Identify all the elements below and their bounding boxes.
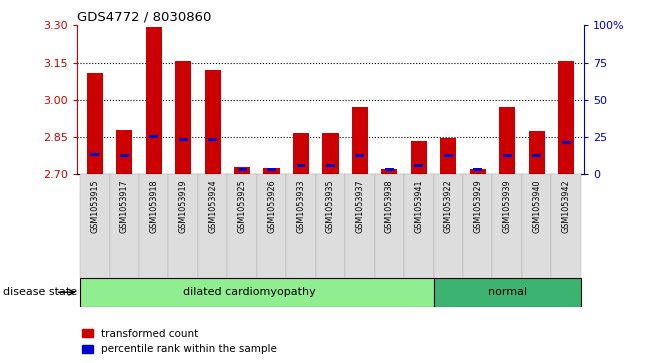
Bar	[175, 61, 191, 174]
Legend: transformed count, percentile rank within the sample: transformed count, percentile rank withi…	[83, 329, 277, 354]
Bar	[529, 131, 545, 174]
Text: GSM1053935: GSM1053935	[326, 179, 335, 233]
Text: GSM1053938: GSM1053938	[385, 179, 394, 233]
Bar	[297, 164, 305, 167]
Bar	[87, 73, 103, 174]
Text: GSM1053918: GSM1053918	[149, 179, 158, 233]
Bar	[440, 138, 456, 174]
Bar	[503, 154, 512, 157]
Text: GSM1053919: GSM1053919	[178, 179, 188, 233]
Bar	[493, 174, 522, 278]
Bar	[120, 154, 129, 157]
Bar	[234, 167, 250, 174]
Bar	[381, 169, 397, 174]
Bar	[326, 164, 335, 167]
Bar	[146, 26, 162, 174]
Bar	[352, 107, 368, 174]
Bar	[470, 169, 486, 174]
Bar	[208, 138, 217, 141]
Text: GSM1053926: GSM1053926	[267, 179, 276, 233]
Text: GSM1053933: GSM1053933	[297, 179, 305, 233]
Bar	[80, 174, 109, 278]
Bar	[562, 142, 570, 144]
Bar	[139, 174, 168, 278]
Bar	[287, 174, 316, 278]
Bar	[522, 174, 552, 278]
Bar	[385, 168, 394, 171]
Text: GSM1053937: GSM1053937	[356, 179, 364, 233]
Text: GSM1053929: GSM1053929	[473, 179, 482, 233]
Bar	[168, 174, 198, 278]
Bar	[532, 154, 541, 157]
Bar	[433, 174, 463, 278]
Bar	[463, 174, 493, 278]
Bar	[322, 133, 339, 174]
Bar	[267, 168, 276, 171]
Text: GSM1053941: GSM1053941	[414, 179, 423, 233]
Text: GSM1053924: GSM1053924	[208, 179, 217, 233]
Bar	[264, 168, 280, 174]
Bar	[205, 70, 221, 174]
Bar	[404, 174, 433, 278]
Bar	[345, 174, 374, 278]
Text: GSM1053942: GSM1053942	[562, 179, 570, 233]
Text: dilated cardiomyopathy: dilated cardiomyopathy	[183, 287, 316, 297]
Text: GSM1053939: GSM1053939	[503, 179, 512, 233]
Bar	[198, 174, 227, 278]
Text: GSM1053915: GSM1053915	[91, 179, 99, 233]
Bar	[558, 61, 574, 174]
Text: GSM1053940: GSM1053940	[532, 179, 541, 233]
Bar	[80, 278, 433, 307]
Bar	[499, 107, 515, 174]
Bar	[91, 153, 99, 156]
Bar	[444, 154, 453, 157]
Bar	[238, 168, 246, 171]
Bar	[227, 174, 257, 278]
Text: GDS4772 / 8030860: GDS4772 / 8030860	[77, 11, 211, 24]
Text: GSM1053925: GSM1053925	[238, 179, 247, 233]
Bar	[316, 174, 345, 278]
Text: normal: normal	[488, 287, 527, 297]
Bar	[257, 174, 287, 278]
Bar	[411, 141, 427, 174]
Bar	[356, 154, 364, 157]
Bar	[293, 133, 309, 174]
Bar	[374, 174, 404, 278]
Bar	[473, 168, 482, 171]
Bar	[433, 278, 581, 307]
Text: GSM1053922: GSM1053922	[444, 179, 453, 233]
Bar	[552, 174, 581, 278]
Bar	[178, 138, 188, 141]
Bar	[149, 135, 158, 138]
Bar	[116, 130, 132, 174]
Bar	[109, 174, 139, 278]
Bar	[415, 164, 423, 167]
Text: disease state: disease state	[3, 287, 77, 297]
Text: GSM1053917: GSM1053917	[120, 179, 129, 233]
